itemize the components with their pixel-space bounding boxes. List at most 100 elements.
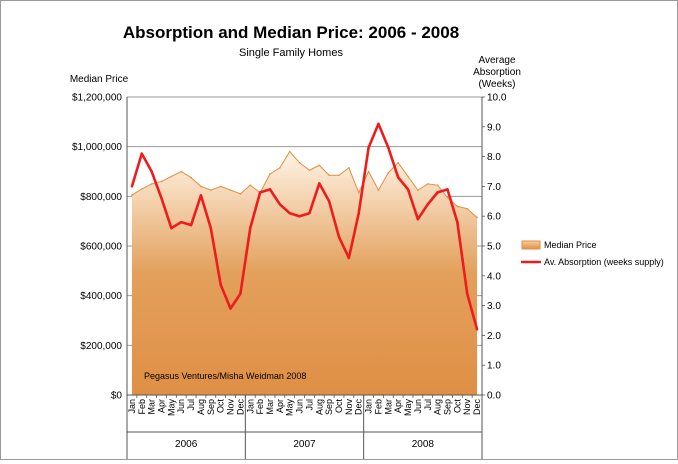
median-price-point: [348, 166, 350, 169]
median-price-point: [407, 175, 409, 178]
left-tick-label: $0: [111, 391, 123, 402]
month-label: Jul: [304, 399, 314, 411]
month-label: Mar: [383, 399, 393, 415]
month-label: Sep: [206, 399, 216, 415]
right-tick-label: 7.0: [487, 182, 501, 193]
median-price-point: [190, 176, 192, 179]
month-label: Nov: [344, 399, 354, 416]
median-price-point: [318, 164, 321, 167]
year-labels: 2006 2007 2008: [175, 439, 434, 450]
median-price-point: [150, 183, 153, 185]
median-price-point: [387, 171, 390, 174]
absorption-point: [475, 328, 479, 331]
absorption-point: [239, 292, 242, 295]
right-tick-label: 6.0: [487, 212, 501, 223]
month-label: Oct: [216, 399, 226, 414]
median-price-point: [229, 189, 232, 191]
absorption-point: [288, 212, 291, 215]
absorption-point: [130, 185, 134, 188]
absorption-point: [357, 212, 360, 215]
month-label: Jan: [364, 399, 374, 414]
absorption-point: [278, 203, 282, 206]
month-label: Oct: [452, 399, 462, 414]
median-price-point: [377, 189, 380, 191]
left-tick-label: $800,000: [80, 192, 122, 203]
month-labels: Jan Feb Mar Apr May Jun Jul Aug Sep Oct Nov Dec Jan F…: [127, 399, 482, 417]
absorption-point: [466, 292, 469, 295]
median-price-point: [180, 170, 183, 173]
right-tick-label: 4.0: [487, 271, 501, 282]
absorption-point: [219, 283, 222, 286]
absorption-line-layer: [130, 122, 479, 331]
median-price-point: [269, 173, 271, 175]
right-axis-title-line-1: Average: [478, 55, 516, 66]
absorption-point: [337, 235, 341, 239]
legend-swatch-median-price: [521, 240, 541, 250]
absorption-point: [180, 220, 183, 224]
month-label: Jul: [186, 399, 196, 411]
left-axis-title: Median Price: [70, 74, 129, 85]
median-price-area-layer: [131, 150, 478, 395]
month-label: Nov: [462, 399, 472, 416]
right-tick-label: 3.0: [487, 301, 501, 312]
month-label: Jan: [127, 399, 137, 414]
absorption-point: [387, 146, 390, 149]
absorption-point: [199, 194, 203, 197]
month-label: Jun: [413, 399, 423, 414]
legend: Median Price Av. Absorption (weeks suppl…: [521, 240, 664, 267]
month-label: Mar: [147, 399, 157, 415]
median-price-point: [210, 189, 212, 191]
median-price-point: [160, 180, 163, 183]
month-label: Aug: [196, 399, 206, 415]
chart-credit: Pegasus Ventures/Misha Weidman 2008: [144, 371, 306, 381]
absorption-point: [160, 197, 163, 200]
axes: [126, 97, 483, 460]
month-label: Apr: [393, 399, 403, 413]
absorption-point: [189, 223, 193, 227]
median-price-point: [308, 169, 311, 172]
absorption-point: [396, 176, 400, 179]
month-label: Nov: [226, 399, 236, 416]
absorption-point: [209, 226, 213, 230]
median-price-point: [200, 185, 202, 188]
month-label: Sep: [442, 399, 452, 415]
chart-title: Absorption and Median Price: 2006 - 2008: [123, 23, 459, 42]
absorption-point: [318, 182, 321, 185]
absorption-line: [130, 122, 479, 330]
year-label: 2006: [175, 439, 198, 450]
year-label: 2008: [412, 439, 435, 450]
median-price-point: [239, 193, 242, 195]
right-axis-title-line-3: (Weeks): [478, 79, 515, 90]
absorption-point: [268, 188, 272, 191]
month-label: Dec: [472, 399, 482, 416]
absorption-point: [367, 146, 370, 149]
right-tick-label: 1.0: [487, 361, 501, 372]
right-tick-label: 2.0: [487, 331, 501, 342]
right-tick-label: 5.0: [487, 242, 501, 253]
month-label: Aug: [314, 399, 324, 415]
absorption-point: [436, 191, 439, 194]
absorption-point: [426, 203, 429, 206]
right-tick-label: 10.0: [487, 93, 507, 104]
median-price-point: [397, 162, 399, 164]
median-price-point: [357, 191, 360, 194]
left-tick-label: $1,200,000: [72, 93, 122, 104]
month-label: Jul: [423, 399, 433, 411]
month-label: Sep: [324, 399, 334, 415]
month-label: Jan: [245, 399, 255, 414]
month-label: May: [403, 399, 413, 417]
month-label: Feb: [255, 399, 265, 415]
median-price-point: [219, 185, 222, 188]
absorption-point: [456, 220, 459, 224]
month-label: Apr: [275, 399, 285, 413]
absorption-point: [170, 226, 173, 230]
legend-label-absorption: Av. Absorption (weeks supply): [544, 257, 664, 267]
median-price-point: [140, 188, 143, 190]
right-axis-title-line-2: Absorption: [473, 67, 521, 78]
chart-subtitle: Single Family Homes: [239, 47, 343, 59]
month-label: Oct: [334, 399, 344, 414]
month-label: Dec: [235, 399, 245, 416]
absorption-point: [327, 200, 331, 203]
left-tick-label: $1,000,000: [72, 142, 122, 153]
